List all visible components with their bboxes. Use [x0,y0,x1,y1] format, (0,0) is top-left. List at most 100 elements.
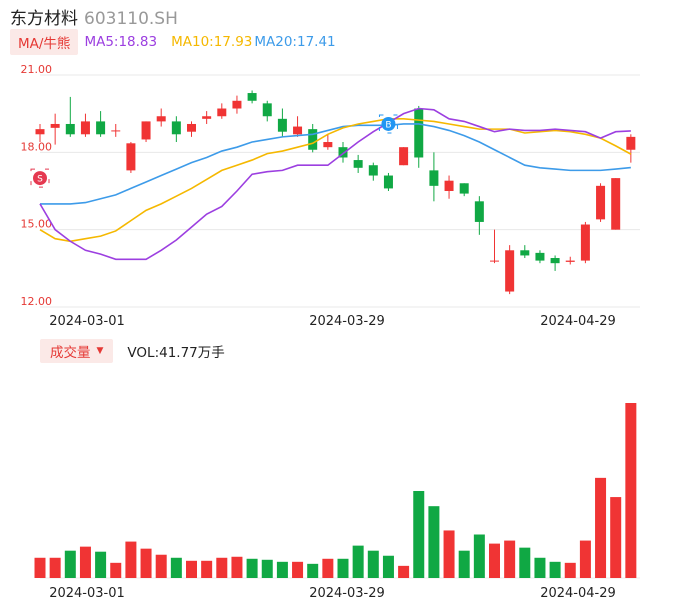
volume-bar [458,550,470,578]
y-tick-label: 12.00 [21,295,53,308]
volume-bar [610,497,622,578]
volume-bar [504,540,516,578]
marker-frame [378,114,398,134]
candle-body [65,123,75,135]
candle-body [35,129,45,135]
volume-bar [49,557,61,578]
volume-bar [382,555,394,578]
candle-body [323,142,333,148]
volume-bar [337,558,349,578]
candle-body [414,108,424,158]
marker-label: B [385,120,391,130]
marker-badge [33,171,47,186]
volume-bar [34,557,46,578]
volume-bar [579,540,591,578]
volume-bar [625,403,637,578]
candle-body [550,258,560,264]
volume-bar [155,554,167,578]
volume-bar [261,559,273,578]
candle-body [596,185,606,220]
volume-bar [125,541,137,578]
candle-body [383,175,393,189]
volume-x-tick-label: 2024-03-01 [49,586,125,601]
candle-body [520,250,530,256]
candle-body [580,224,590,261]
volume-bar [398,565,410,578]
y-tick-label: 18.00 [21,140,53,153]
candle-body [247,93,257,101]
volume-bar [367,550,379,578]
ma20-line [40,123,631,205]
x-tick-label: 2024-03-29 [309,314,385,329]
candle-body [444,180,454,191]
candle-body [308,129,318,150]
candle-body [217,108,227,117]
volume-bar [595,477,607,578]
candle-body [474,201,484,222]
candle-body [126,143,136,171]
volume-bar [95,551,107,578]
volume-bar [564,562,576,578]
volume-bar [534,557,546,578]
x-tick-label: 2024-04-29 [540,314,616,329]
candle-body [171,121,181,135]
volume-indicator-label: 成交量 [50,345,91,361]
volume-indicator-selector[interactable]: 成交量 ▼ [40,339,114,363]
volume-bar [110,562,122,578]
ma5-line [39,107,631,261]
candle-body [429,170,439,186]
volume-bar [216,557,228,578]
volume-bar [246,558,258,578]
candle-body [565,260,575,262]
marker-badge [381,116,396,131]
ma-legend: MA/牛熊 MA5:18.83 MA10:17.93 MA20:17.41 [10,29,338,55]
candle-body [338,147,348,158]
candle-body [505,250,515,292]
ma5-legend: MA5:18.83 [84,34,158,50]
candle-body [353,160,363,168]
stock-code: 603110.SH [84,9,178,29]
candle-body [262,103,272,117]
volume-bar [489,543,500,578]
volume-bar [428,506,440,578]
candle-body [293,126,303,135]
caret-down-icon: ▼ [96,346,104,356]
volume-bar [549,561,561,578]
buy-signal-marker: B [378,114,398,134]
y-tick-label: 15.00 [21,218,53,231]
volume-bar [201,560,213,578]
volume-bar [231,556,243,578]
ma20-legend: MA20:17.41 [254,34,336,50]
volume-bar [186,560,197,578]
y-tick-label: 21.00 [21,63,53,76]
stock-header: 东方材料 603110.SH [10,4,178,29]
candle-body [626,136,636,150]
stock-name: 东方材料 [10,9,78,29]
volume-bar [352,545,364,578]
candle-body [490,260,499,262]
candle-body [535,252,545,261]
candle-body [202,116,212,119]
volume-bar [322,558,334,578]
candle-body [277,118,287,132]
ma10-line [39,118,632,243]
candle-body [111,130,121,132]
candle-body [50,123,60,128]
candle-body [141,121,151,140]
candle-body [187,123,196,132]
volume-bar [276,561,288,578]
candle-body [80,121,90,135]
volume-bar [170,557,182,578]
volume-bar [79,546,91,578]
candle-body [232,100,242,109]
volume-x-tick-label: 2024-04-29 [540,586,616,601]
volume-bar [413,491,425,578]
volume-bar [519,547,531,578]
volume-bar [292,561,304,578]
ma-mode-selector[interactable]: MA/牛熊 [10,29,79,55]
volume-bar [307,563,319,578]
volume-bar [473,534,485,578]
candle-body [96,121,106,135]
volume-bar [64,550,76,578]
